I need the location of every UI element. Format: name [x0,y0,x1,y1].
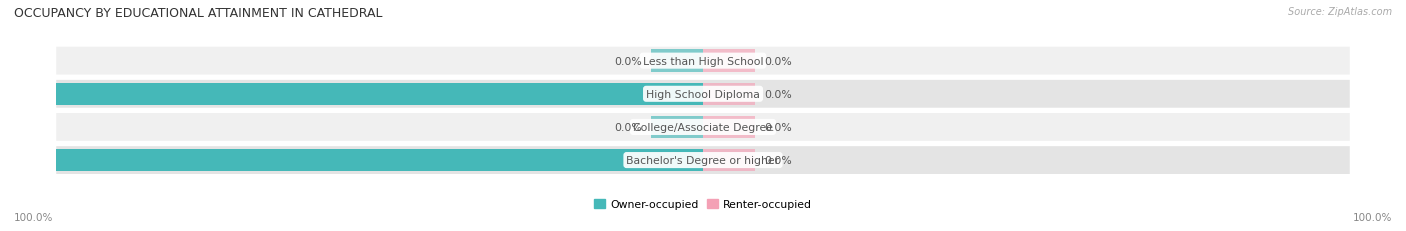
Text: 0.0%: 0.0% [614,56,641,66]
Text: 0.0%: 0.0% [765,155,792,165]
Text: 100.0%: 100.0% [1,155,46,165]
Bar [651,50,703,73]
Text: College/Associate Degree: College/Associate Degree [633,122,773,132]
Text: High School Diploma: High School Diploma [647,89,759,99]
FancyBboxPatch shape [56,146,1350,174]
Bar [651,116,703,139]
Bar [703,116,755,139]
Text: Bachelor's Degree or higher: Bachelor's Degree or higher [627,155,779,165]
Text: 100.0%: 100.0% [1,89,46,99]
Text: 0.0%: 0.0% [765,122,792,132]
Text: OCCUPANCY BY EDUCATIONAL ATTAINMENT IN CATHEDRAL: OCCUPANCY BY EDUCATIONAL ATTAINMENT IN C… [14,7,382,20]
Bar [56,149,703,172]
Bar [703,50,755,73]
FancyBboxPatch shape [56,48,1350,75]
Text: 0.0%: 0.0% [765,89,792,99]
Legend: Owner-occupied, Renter-occupied: Owner-occupied, Renter-occupied [589,195,817,214]
Text: Less than High School: Less than High School [643,56,763,66]
FancyBboxPatch shape [56,113,1350,141]
Text: 100.0%: 100.0% [14,212,53,222]
FancyBboxPatch shape [56,81,1350,108]
Text: Source: ZipAtlas.com: Source: ZipAtlas.com [1288,7,1392,17]
Bar [703,83,755,106]
Bar [56,83,703,106]
Text: 0.0%: 0.0% [765,56,792,66]
Text: 0.0%: 0.0% [614,122,641,132]
Text: 100.0%: 100.0% [1353,212,1392,222]
Bar [703,149,755,172]
